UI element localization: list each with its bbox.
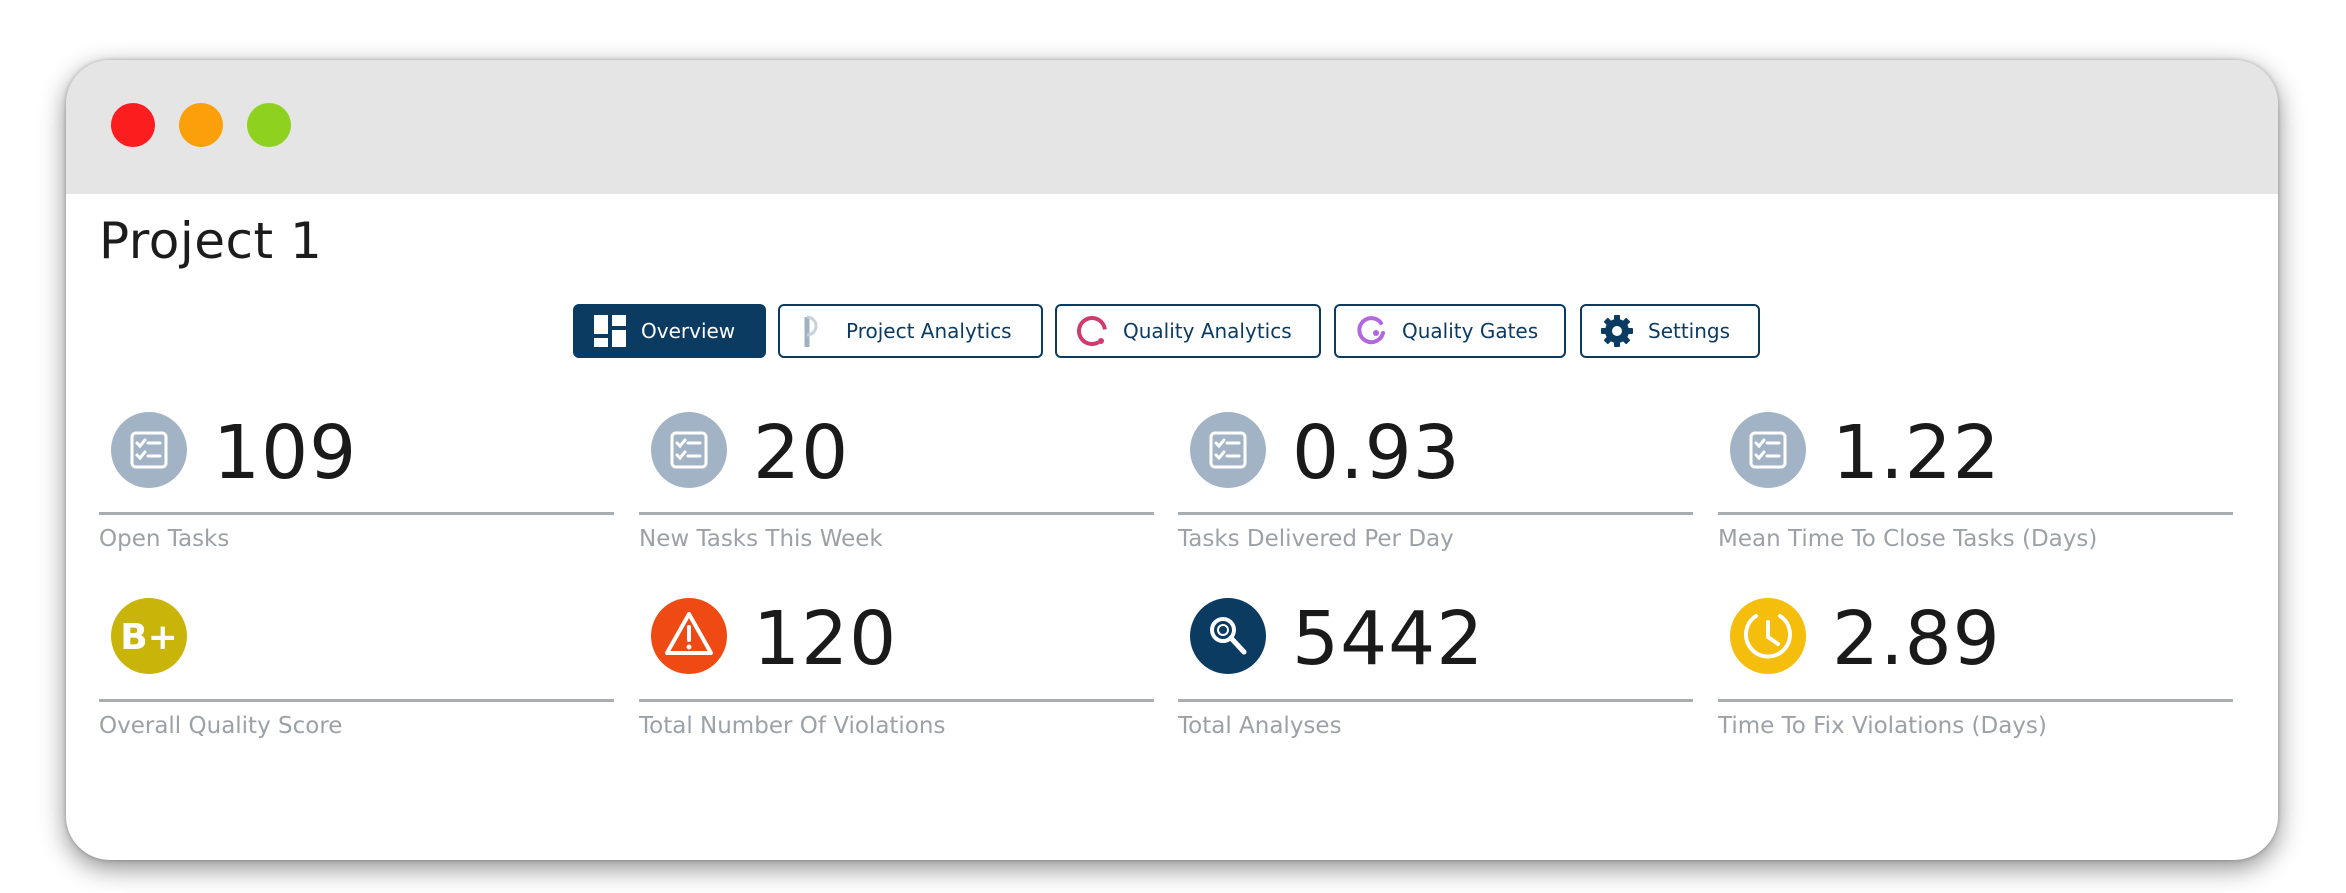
analyses-label: Total Analyses xyxy=(1178,713,1342,739)
project-analytics-icon xyxy=(804,315,818,347)
close-window-button[interactable] xyxy=(111,103,155,147)
metric-divider xyxy=(639,699,1154,702)
new-tasks-value: 20 xyxy=(753,410,850,496)
clock-icon xyxy=(1730,598,1806,674)
grade-badge-icon: B+ xyxy=(111,598,187,674)
metric-divider xyxy=(1718,699,2233,702)
metric-divider xyxy=(1178,699,1693,702)
tab-project-analytics[interactable]: Project Analytics xyxy=(778,304,1043,358)
maximize-window-button[interactable] xyxy=(247,103,291,147)
title-bar xyxy=(66,60,2278,194)
tab-project-analytics-label: Project Analytics xyxy=(846,319,1012,343)
magnifier-icon xyxy=(1190,598,1266,674)
minimize-window-button[interactable] xyxy=(179,103,223,147)
time-to-fix-label: Time To Fix Violations (Days) xyxy=(1718,713,2047,739)
analyses-value: 5442 xyxy=(1292,596,1485,682)
tab-overview-label: Overview xyxy=(641,319,736,343)
tab-quality-analytics-label: Quality Analytics xyxy=(1123,319,1292,343)
quality-score-label: Overall Quality Score xyxy=(99,713,343,739)
time-to-fix-value: 2.89 xyxy=(1832,596,2001,682)
page-title: Project 1 xyxy=(99,212,323,270)
metric-divider xyxy=(99,699,614,702)
quality-analytics-icon xyxy=(1077,316,1107,346)
quality-gates-icon xyxy=(1357,316,1385,345)
metric-divider xyxy=(99,512,614,515)
mean-time-close-value: 1.22 xyxy=(1832,410,2001,496)
open-tasks-value: 109 xyxy=(213,410,358,496)
tab-settings[interactable]: Settings xyxy=(1580,304,1760,358)
metric-divider xyxy=(1178,512,1693,515)
app-window: Project 1 Overview Project Analytics Qua… xyxy=(66,60,2278,860)
task-list-icon xyxy=(1730,412,1806,488)
gear-icon xyxy=(1601,315,1633,347)
task-list-icon xyxy=(651,412,727,488)
warning-icon xyxy=(651,598,727,674)
metric-divider xyxy=(639,512,1154,515)
tab-overview[interactable]: Overview xyxy=(573,304,766,358)
tab-quality-gates[interactable]: Quality Gates xyxy=(1334,304,1566,358)
open-tasks-label: Open Tasks xyxy=(99,526,230,552)
tab-settings-label: Settings xyxy=(1648,319,1731,343)
grade-text: B+ xyxy=(120,617,178,658)
task-list-icon xyxy=(1190,412,1266,488)
mean-time-close-label: Mean Time To Close Tasks (Days) xyxy=(1718,526,2098,552)
tasks-delivered-label: Tasks Delivered Per Day xyxy=(1178,526,1454,552)
dashboard-icon xyxy=(594,315,626,347)
tab-quality-analytics[interactable]: Quality Analytics xyxy=(1055,304,1321,358)
new-tasks-label: New Tasks This Week xyxy=(639,526,883,552)
violations-value: 120 xyxy=(753,596,898,682)
violations-label: Total Number Of Violations xyxy=(639,713,946,739)
task-list-icon xyxy=(111,412,187,488)
metric-divider xyxy=(1718,512,2233,515)
tab-quality-gates-label: Quality Gates xyxy=(1402,319,1539,343)
tasks-delivered-value: 0.93 xyxy=(1292,410,1461,496)
